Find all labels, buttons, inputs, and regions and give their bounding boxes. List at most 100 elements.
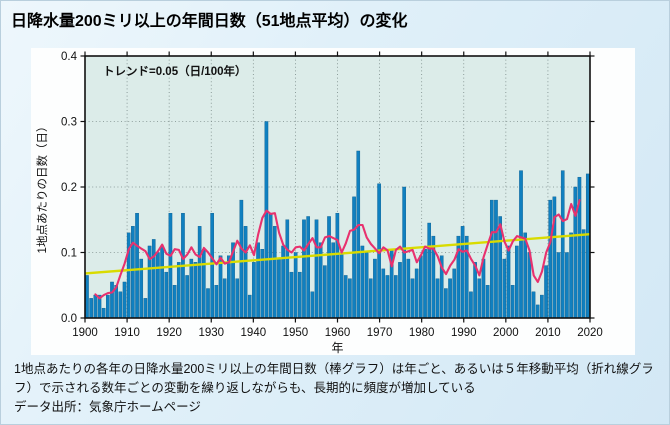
bar-year-1984 [435, 278, 440, 319]
bar-year-1928 [202, 249, 206, 319]
bar-year-1975 [398, 262, 402, 319]
bar-year-2010 [544, 265, 548, 319]
bar-year-1921 [172, 285, 177, 319]
bar-year-1977 [406, 258, 411, 319]
bar-year-1940 [252, 262, 256, 319]
bar-year-1943 [264, 121, 269, 319]
bar-year-1912 [135, 212, 139, 319]
bar-year-1917 [156, 252, 160, 319]
data-source: データ出所：気象庁ホームページ [14, 400, 201, 414]
bar-year-1938 [243, 226, 248, 319]
bar-year-1931 [214, 285, 219, 319]
bar-year-2016 [569, 232, 573, 319]
bar-year-2009 [540, 294, 544, 319]
bar-year-1951 [298, 271, 302, 319]
bar-year-2013 [556, 252, 561, 319]
bar-year-1934 [227, 255, 231, 319]
bar-year-1948 [285, 219, 290, 319]
bar-year-1901 [89, 298, 93, 319]
x-tick-label: 1950 [283, 327, 309, 339]
bar-year-1978 [410, 278, 415, 319]
bar-year-1949 [289, 271, 294, 319]
bar-year-2012 [552, 196, 557, 319]
bar-year-1914 [143, 298, 148, 319]
bar-year-1992 [469, 291, 473, 319]
bar-year-1929 [206, 288, 210, 319]
bar-year-1971 [381, 268, 386, 319]
bar-chart: 1900 1910 1920 1930 1940 1950 1960 1970 1980 1990… [35, 51, 603, 355]
bar-year-1988 [452, 268, 457, 319]
bar-year-1967 [364, 252, 369, 319]
trend-line [84, 232, 591, 275]
bar-year-1918 [160, 245, 164, 319]
x-tick-label: 1930 [198, 327, 224, 339]
bar-year-1937 [239, 199, 244, 319]
bar-year-1927 [197, 226, 202, 319]
y-axis-label: 1地点あたりの日数（日） [35, 121, 49, 254]
x-tick-label: 2000 [493, 327, 519, 339]
bar-year-1944 [268, 212, 273, 319]
x-tick-label: 2010 [535, 327, 561, 339]
bar-year-1941 [256, 242, 260, 319]
x-tick-label: 1940 [241, 327, 267, 339]
bar-year-1909 [122, 281, 127, 319]
bar-year-1945 [272, 226, 277, 319]
bar-year-2019 [581, 229, 586, 319]
x-tick-label: 1990 [451, 327, 477, 339]
y-tick-label: 0.2 [61, 182, 77, 194]
y-tick-label: 0.4 [61, 51, 78, 63]
bar-year-1994 [477, 278, 482, 319]
bar-year-2002 [510, 285, 515, 319]
bar-year-2000 [502, 258, 507, 319]
bar-year-1963 [348, 278, 352, 319]
bar-year-1936 [235, 278, 240, 319]
bar-year-1924 [185, 275, 189, 319]
bar-year-1990 [460, 226, 465, 319]
bar-year-1958 [327, 216, 331, 319]
bar-year-1969 [373, 258, 377, 319]
bar-year-2008 [535, 304, 540, 319]
bar-year-1986 [444, 288, 448, 319]
bar-year-2018 [577, 176, 582, 319]
bar-year-1974 [393, 275, 398, 319]
bar-year-1908 [118, 291, 123, 319]
bar-year-1955 [314, 219, 319, 319]
bar-year-1993 [473, 262, 477, 319]
bar-year-1972 [385, 275, 390, 319]
x-tick-label: 1910 [114, 327, 140, 339]
bar-year-1957 [323, 265, 327, 319]
y-tick-label: 0.0 [61, 313, 77, 325]
bar-year-1922 [176, 262, 181, 319]
bar-year-1905 [106, 294, 110, 319]
bar-year-2020 [585, 173, 590, 319]
bar-year-1932 [218, 255, 223, 319]
y-tick-label: 0.3 [61, 117, 77, 129]
x-tick-label: 1960 [325, 327, 351, 339]
bar-year-1968 [368, 278, 373, 319]
bar-year-1926 [193, 262, 198, 319]
bar-year-1939 [247, 294, 252, 319]
bar-year-1979 [414, 268, 419, 319]
bar-year-1946 [277, 258, 281, 319]
x-tick-label: 1900 [72, 327, 98, 339]
x-tick-label: 1980 [409, 327, 435, 339]
moving-average-line [94, 199, 581, 300]
bar-year-1930 [210, 212, 214, 319]
bar-year-1953 [306, 216, 310, 319]
bar-year-1916 [151, 239, 156, 319]
bar-year-1904 [101, 307, 106, 319]
bar-year-2017 [573, 186, 578, 319]
page-title: 日降水量200ミリ以上の年間日数（51地点平均）の変化 [11, 13, 408, 30]
bar-year-2015 [565, 252, 569, 319]
bar-year-1995 [481, 258, 486, 319]
bar-year-1964 [352, 196, 356, 319]
x-tick-label: 1920 [156, 327, 182, 339]
bar-year-1982 [427, 222, 432, 319]
bar-year-1998 [494, 199, 498, 319]
bar-year-1911 [131, 226, 135, 319]
bar-year-1961 [339, 252, 344, 319]
x-tick-label: 1970 [367, 327, 393, 339]
bar-year-1902 [93, 294, 98, 319]
bar-year-1965 [356, 150, 361, 319]
